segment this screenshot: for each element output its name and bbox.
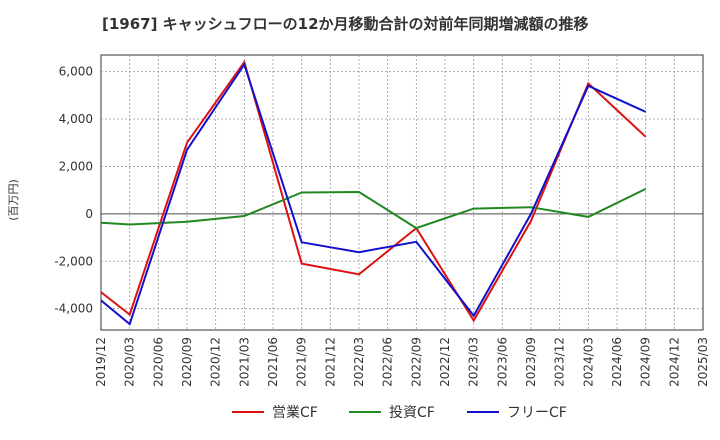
- legend-label: 営業CF: [272, 405, 318, 421]
- chart-title: [1967] キャッシュフローの12か月移動合計の対前年同期増減額の推移: [102, 15, 589, 33]
- plot-area: [100, 54, 704, 331]
- x-tick-label: 2023/12: [553, 337, 567, 387]
- y-tick-label: 6,000: [59, 65, 93, 79]
- legend-label: フリーCF: [507, 405, 567, 421]
- x-tick-label: 2020/03: [123, 337, 137, 387]
- series-line: [100, 62, 647, 326]
- x-tick-label: 2021/09: [295, 337, 309, 387]
- series-lines: [100, 59, 647, 326]
- x-tick-label: 2024/09: [639, 337, 653, 387]
- grid: [101, 55, 703, 330]
- x-tick-label: 2020/12: [209, 337, 223, 387]
- x-tick-label: 2021/12: [323, 337, 337, 387]
- x-tick-label: 2020/09: [180, 337, 194, 387]
- y-tick-label: -2,000: [54, 254, 93, 268]
- x-tick-label: 2023/06: [495, 337, 509, 387]
- x-tick-label: 2024/03: [581, 337, 595, 387]
- x-tick-label: 2023/03: [467, 337, 481, 387]
- y-tick-label: 0: [85, 207, 93, 221]
- y-tick-label: 2,000: [59, 159, 93, 173]
- x-tick-label: 2020/06: [151, 337, 165, 387]
- axes: -4,000 -2,000 0 2,000 4,000 6,000 2019/12 2020/…: [54, 65, 710, 387]
- y-axis-label: (百万円): [7, 179, 20, 221]
- x-tick-label: 2021/03: [237, 337, 251, 387]
- x-tick-label: 2022/06: [381, 337, 395, 387]
- y-tick-label: 4,000: [59, 112, 93, 126]
- legend-label: 投資CF: [389, 405, 435, 421]
- x-tick-label: 2025/03: [696, 337, 710, 387]
- x-tick-label: 2023/09: [524, 337, 538, 387]
- series-line: [100, 59, 647, 323]
- legend: 営業CF 投資CF フリーCF: [232, 405, 567, 421]
- x-tick-label: 2022/03: [352, 337, 366, 387]
- series-line: [100, 188, 647, 230]
- x-tick-label: 2019/12: [94, 337, 108, 387]
- x-tick-label: 2022/09: [409, 337, 423, 387]
- x-tick-label: 2022/12: [438, 337, 452, 387]
- x-tick-label: 2024/12: [667, 337, 681, 387]
- x-tick-label: 2024/06: [610, 337, 624, 387]
- y-tick-label: -4,000: [54, 302, 93, 316]
- x-tick-label: 2021/06: [266, 337, 280, 387]
